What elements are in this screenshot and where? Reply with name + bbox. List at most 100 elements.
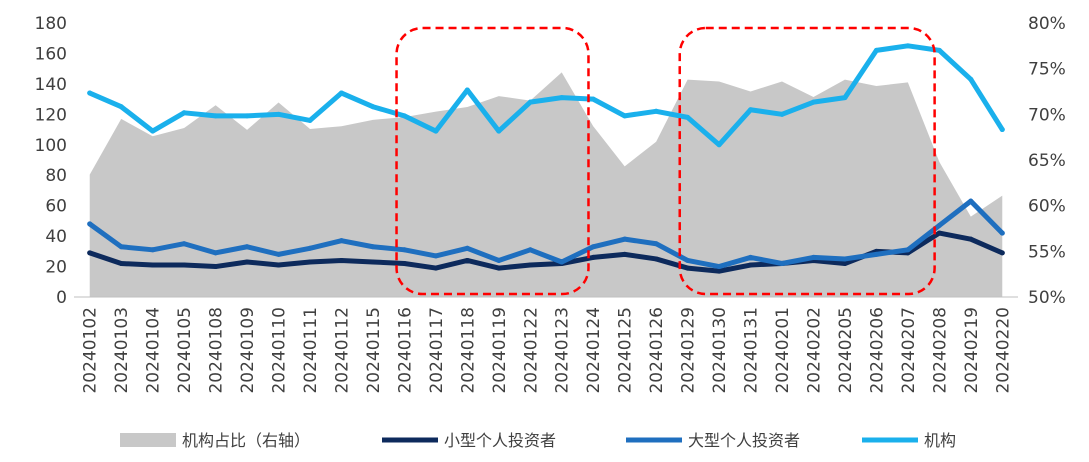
series-2-point-2 xyxy=(150,247,156,253)
series-1-point-28 xyxy=(968,236,974,242)
series-3-point-26 xyxy=(905,43,911,49)
series-2-point-22 xyxy=(779,261,785,267)
line-layer xyxy=(87,43,1005,274)
series-2-point-12 xyxy=(464,245,470,251)
x-tick-label: 20240220 xyxy=(993,307,1013,394)
series-1-point-21 xyxy=(748,262,754,268)
series-3-point-13 xyxy=(496,128,502,134)
series-2-point-8 xyxy=(338,238,344,244)
series-1-point-4 xyxy=(213,264,219,270)
series-2-point-13 xyxy=(496,257,502,263)
y-left-tick-label: 40 xyxy=(45,227,67,247)
series-2-point-4 xyxy=(213,250,219,256)
y-right-tick-label: 80% xyxy=(1028,14,1066,34)
series-1-point-29 xyxy=(999,250,1005,256)
series-3-point-20 xyxy=(716,142,722,148)
series-2-point-10 xyxy=(401,247,407,253)
series-3-point-19 xyxy=(685,114,691,120)
series-1-point-27 xyxy=(936,230,942,236)
series-3-point-12 xyxy=(464,87,470,93)
legend-swatch-0 xyxy=(120,433,176,447)
series-1-point-18 xyxy=(653,256,659,262)
series-2-point-3 xyxy=(181,241,187,247)
y-right-tick-label: 50% xyxy=(1028,288,1066,308)
series-1-point-11 xyxy=(433,265,439,271)
series-area-0 xyxy=(89,72,1003,297)
annotation-layer xyxy=(395,26,936,296)
x-tick-label: 20240115 xyxy=(364,307,384,394)
series-3-point-6 xyxy=(276,111,282,117)
series-3-point-10 xyxy=(401,113,407,119)
x-tick-label: 20240108 xyxy=(207,307,227,394)
y-left-tick-label: 80 xyxy=(45,166,67,186)
y-right-tick-label: 60% xyxy=(1028,197,1066,217)
series-1-point-14 xyxy=(527,262,533,268)
series-2-point-21 xyxy=(748,254,754,260)
y-right-tick-label: 55% xyxy=(1028,242,1066,262)
series-1-point-0 xyxy=(87,250,93,256)
series-1-point-24 xyxy=(842,261,848,267)
series-2-point-15 xyxy=(559,259,565,265)
y-left-tick-labels: 0 20 40 60 80 100 120 140 160 180 xyxy=(35,14,67,308)
series-1-point-16 xyxy=(590,254,596,260)
legend-label-2: 大型个人投资者 xyxy=(688,431,800,450)
legend-label-0: 机构占比（右轴） xyxy=(182,431,310,450)
series-3-point-1 xyxy=(118,104,124,110)
series-1-point-10 xyxy=(401,261,407,267)
series-2-point-19 xyxy=(685,257,691,263)
series-3-point-4 xyxy=(213,113,219,119)
series-line-3 xyxy=(87,43,1005,148)
x-tick-label: 20240125 xyxy=(616,307,636,394)
series-1-point-1 xyxy=(118,261,124,267)
y-left-tick-label: 160 xyxy=(35,44,67,64)
x-tick-label: 20240118 xyxy=(458,307,478,394)
series-2-point-24 xyxy=(842,256,848,262)
x-tick-label: 20240104 xyxy=(144,307,164,394)
y-right-tick-label: 75% xyxy=(1028,60,1066,80)
x-tick-label: 20240131 xyxy=(742,307,762,394)
series-3-point-21 xyxy=(748,107,754,113)
series-1-point-7 xyxy=(307,259,313,265)
series-1-point-8 xyxy=(338,257,344,263)
x-tick-label: 20240122 xyxy=(521,307,541,394)
series-2-point-11 xyxy=(433,253,439,259)
series-2-point-20 xyxy=(716,264,722,270)
x-tick-label: 20240105 xyxy=(175,307,195,394)
x-tick-label: 20240207 xyxy=(899,307,919,394)
x-tick-label: 20240111 xyxy=(301,307,321,394)
x-tick-label: 20240201 xyxy=(773,307,793,394)
series-1-point-9 xyxy=(370,259,376,265)
annotation-box-1 xyxy=(678,26,936,296)
y-left-tick-label: 60 xyxy=(45,197,67,217)
x-tick-label: 20240119 xyxy=(490,307,510,394)
series-1-point-2 xyxy=(150,262,156,268)
area-layer xyxy=(89,72,1003,297)
series-3-point-24 xyxy=(842,95,848,101)
series-1-point-3 xyxy=(181,262,187,268)
x-tick-label: 20240130 xyxy=(710,307,730,394)
x-tick-label: 20240219 xyxy=(962,307,982,394)
series-2-point-17 xyxy=(622,236,628,242)
x-tick-label: 20240205 xyxy=(836,307,856,394)
series-3-point-25 xyxy=(873,47,879,53)
x-tick-label: 20240124 xyxy=(584,307,604,394)
y-left-tick-label: 180 xyxy=(35,14,67,34)
series-3-point-14 xyxy=(527,99,533,105)
series-2-point-7 xyxy=(307,245,313,251)
series-3-point-3 xyxy=(181,110,187,116)
series-2-point-9 xyxy=(370,244,376,250)
series-3-point-7 xyxy=(307,117,313,123)
legend-label-1: 小型个人投资者 xyxy=(444,431,556,450)
series-3-point-27 xyxy=(936,47,942,53)
series-2-point-18 xyxy=(653,241,659,247)
series-3-point-15 xyxy=(559,95,565,101)
series-2-point-25 xyxy=(873,251,879,257)
series-2-point-1 xyxy=(118,244,124,250)
series-3-point-8 xyxy=(338,90,344,96)
series-3-point-11 xyxy=(433,128,439,134)
x-tick-label: 20240103 xyxy=(112,307,132,394)
x-tick-labels: 20240102 20240103 20240104 20240105 20240108… xyxy=(81,307,1014,394)
x-tick-label: 20240129 xyxy=(679,307,699,394)
x-tick-label: 20240206 xyxy=(867,307,887,394)
series-2-point-29 xyxy=(999,230,1005,236)
